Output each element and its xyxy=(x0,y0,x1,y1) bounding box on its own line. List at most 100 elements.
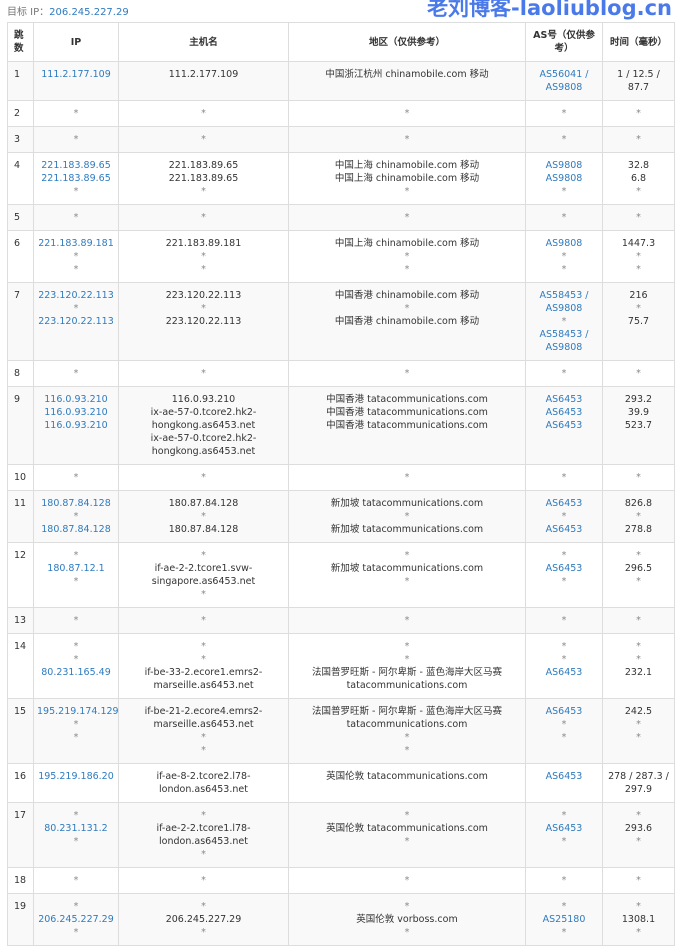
timeout-asterisk: * xyxy=(73,472,79,483)
as-link[interactable]: AS9808 xyxy=(545,342,583,353)
hop-cell: 11 xyxy=(7,490,34,543)
hostname-text: marseille.as6453.net xyxy=(153,719,254,730)
timeout-asterisk: * xyxy=(404,732,410,743)
as-link[interactable]: AS9808 xyxy=(545,173,583,184)
ip-link[interactable]: 206.245.227.29 xyxy=(38,914,114,925)
region-text: 中国香港 chinamobile.com 移动 xyxy=(334,290,480,301)
hostname-text: marseille.as6453.net xyxy=(153,680,254,691)
time-cell: * 293.6 * xyxy=(602,802,675,868)
ip-link[interactable]: 116.0.93.210 xyxy=(44,407,108,418)
timeout-asterisk: * xyxy=(561,108,567,119)
time-text: 75.7 xyxy=(627,316,650,327)
timeout-asterisk: * xyxy=(73,732,79,743)
ip-link[interactable]: 195.219.174.129 xyxy=(37,706,119,717)
timeout-asterisk: * xyxy=(404,264,410,275)
header-hostname: 主机名 xyxy=(118,22,289,62)
timeout-asterisk: * xyxy=(561,810,567,821)
as-link[interactable]: AS9808 xyxy=(545,238,583,249)
timeout-asterisk: * xyxy=(73,901,79,912)
hostname-cell: * xyxy=(118,360,289,387)
as-link[interactable]: AS6453 xyxy=(545,706,583,717)
time-text: 278 / 287.3 / xyxy=(608,771,669,782)
ip-link[interactable]: 116.0.93.210 xyxy=(44,420,108,431)
as-cell: * xyxy=(525,464,603,491)
as-cell: AS6453 xyxy=(525,763,603,803)
time-text: 216 xyxy=(629,290,648,301)
ip-cell: * xyxy=(33,607,119,634)
hostname-cell: * * if-be-33-2.ecore1.emrs2- marseille.as64… xyxy=(118,633,289,699)
time-cell: 1 / 12.5 / 87.7 xyxy=(602,61,675,101)
as-link[interactable]: AS6453 xyxy=(545,407,583,418)
region-cell: * xyxy=(288,204,526,231)
as-link[interactable]: AS9808 xyxy=(545,82,583,93)
as-link[interactable]: AS58453 / xyxy=(539,290,589,301)
ip-cell: * xyxy=(33,126,119,153)
ip-cell: * xyxy=(33,204,119,231)
hop-cell: 6 xyxy=(7,230,34,283)
as-link[interactable]: AS25180 xyxy=(542,914,586,925)
ip-link[interactable]: 221.183.89.181 xyxy=(38,238,114,249)
ip-link[interactable]: 116.0.93.210 xyxy=(44,394,108,405)
as-link[interactable]: AS56041 / xyxy=(539,69,589,80)
ip-link[interactable]: 80.231.165.49 xyxy=(41,667,111,678)
ip-link[interactable]: 195.219.186.20 xyxy=(38,771,114,782)
hop-cell: 7 xyxy=(7,282,34,361)
region-cell: * * 法国普罗旺斯 - 阿尔卑斯 - 蓝色海岸大区马赛 tatacommunicat… xyxy=(288,633,526,699)
region-text: 新加坡 tatacommunications.com xyxy=(330,524,484,535)
timeout-asterisk: * xyxy=(561,732,567,743)
as-link[interactable]: AS6453 xyxy=(545,420,583,431)
region-cell: 新加坡 tatacommunications.com * 新加坡 tatacommu… xyxy=(288,490,526,543)
ip-link[interactable]: 111.2.177.109 xyxy=(41,69,111,80)
as-link[interactable]: AS6453 xyxy=(545,771,583,782)
timeout-asterisk: * xyxy=(73,368,79,379)
ip-link[interactable]: 223.120.22.113 xyxy=(38,290,114,301)
ip-cell: * xyxy=(33,360,119,387)
as-link[interactable]: AS9808 xyxy=(545,303,583,314)
table-row: 1 111.2.177.109 111.2.177.109 中国浙江杭州 chinam… xyxy=(7,61,675,101)
time-text: 232.1 xyxy=(624,667,653,678)
region-text: 英国伦敦 tatacommunications.com xyxy=(326,771,488,782)
hostname-cell: * if-ae-2-2.tcore1.svw-singapore.as6453.n… xyxy=(118,542,289,608)
as-cell: * AS6453 * xyxy=(525,542,603,608)
timeout-asterisk: * xyxy=(404,654,410,665)
as-link[interactable]: AS9808 xyxy=(545,160,583,171)
timeout-asterisk: * xyxy=(73,836,79,847)
time-text: 826.8 xyxy=(624,498,653,509)
ip-link[interactable]: 221.183.89.65 xyxy=(41,160,111,171)
as-link[interactable]: AS6453 xyxy=(545,563,583,574)
ip-cell: * xyxy=(33,464,119,491)
ip-link[interactable]: 180.87.84.128 xyxy=(41,498,111,509)
timeout-asterisk: * xyxy=(201,108,206,119)
timeout-asterisk: * xyxy=(404,810,410,821)
target-ip-value[interactable]: 206.245.227.29 xyxy=(49,7,129,18)
timeout-asterisk: * xyxy=(636,303,641,314)
ip-link[interactable]: 223.120.22.113 xyxy=(38,316,114,327)
table-row: 17 * 80.231.131.2 * * if-ae-2-2.tcore1.l78- lo… xyxy=(7,802,675,868)
timeout-asterisk: * xyxy=(404,875,410,886)
region-text: 新加坡 tatacommunications.com xyxy=(330,498,484,509)
region-cell: 中国浙江杭州 chinamobile.com 移动 xyxy=(288,61,526,101)
as-link[interactable]: AS6453 xyxy=(545,498,583,509)
as-cell: * xyxy=(525,126,603,153)
as-cell: * * AS6453 xyxy=(525,633,603,699)
time-cell: * xyxy=(602,126,675,153)
as-link[interactable]: AS6453 xyxy=(545,524,583,535)
timeout-asterisk: * xyxy=(636,732,641,743)
ip-link[interactable]: 221.183.89.65 xyxy=(41,173,111,184)
region-text: 中国上海 chinamobile.com 移动 xyxy=(334,160,480,171)
hostname-text: 221.183.89.65 xyxy=(168,173,239,184)
timeout-asterisk: * xyxy=(73,576,79,587)
as-link[interactable]: AS58453 / xyxy=(539,329,589,340)
ip-cell: * xyxy=(33,100,119,127)
timeout-asterisk: * xyxy=(404,641,410,652)
ip-link[interactable]: 180.87.12.1 xyxy=(47,563,105,574)
ip-link[interactable]: 180.87.84.128 xyxy=(41,524,111,535)
time-text: 1308.1 xyxy=(621,914,656,925)
as-link[interactable]: AS6453 xyxy=(545,823,583,834)
as-link[interactable]: AS6453 xyxy=(545,667,583,678)
time-cell: 293.2 39.9 523.7 xyxy=(602,386,675,465)
time-cell: * xyxy=(602,464,675,491)
hostname-text: 180.87.84.128 xyxy=(168,524,239,535)
as-link[interactable]: AS6453 xyxy=(545,394,583,405)
ip-link[interactable]: 80.231.131.2 xyxy=(44,823,108,834)
